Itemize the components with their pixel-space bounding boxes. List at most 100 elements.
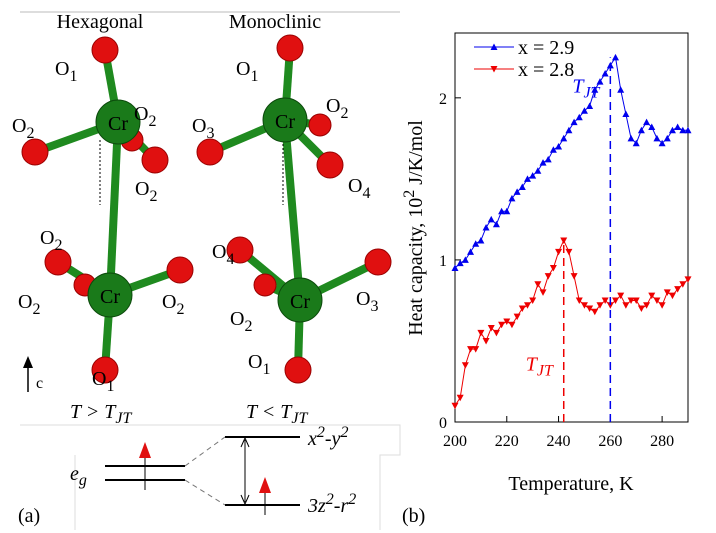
y-tick-label: 1 [439, 253, 447, 270]
oxygen-atoms [21, 34, 392, 384]
frame [20, 424, 401, 530]
oxygen-label: O1 [92, 368, 114, 395]
panel-label: (b) [402, 505, 425, 527]
data-point [586, 305, 594, 313]
data-point [529, 172, 537, 179]
condition: T > TJT [70, 401, 132, 427]
oxygen-label: O4 [212, 241, 234, 268]
oxygen-label: O2 [230, 308, 252, 335]
data-point [627, 297, 635, 304]
data-point [679, 126, 687, 134]
data-point [508, 321, 516, 329]
data-point [560, 237, 568, 244]
level-label: 3z2-r2 [307, 491, 356, 517]
data-point [534, 281, 542, 288]
data-point [658, 139, 666, 147]
data-point [498, 207, 506, 215]
y-tick-label: 2 [439, 91, 447, 108]
data-point [601, 70, 609, 77]
transition-label: TJT [572, 75, 600, 101]
data-point [539, 289, 547, 296]
data-point [544, 273, 552, 280]
data-point [523, 302, 531, 309]
data-point [549, 265, 557, 272]
data-point [622, 302, 630, 309]
data-point [529, 297, 537, 304]
data-point [451, 402, 459, 410]
data-point [617, 86, 625, 93]
data-point [570, 273, 578, 280]
spin-arrows [139, 442, 271, 515]
data-point [565, 126, 573, 134]
panel-label: (a) [18, 505, 40, 527]
data-point [658, 302, 666, 309]
data-point [596, 302, 604, 309]
legend-label: x = 2.8 [518, 59, 574, 81]
data-point [648, 123, 656, 131]
data-point [565, 248, 573, 256]
data-point [606, 302, 614, 309]
oxygen-label: O2 [40, 227, 62, 254]
oxygen-label: O1 [236, 58, 258, 85]
data-point [668, 292, 676, 300]
data-point [472, 240, 480, 247]
data-point [627, 134, 635, 142]
data-point [456, 394, 464, 402]
data-point [591, 86, 599, 93]
structure-panel: Hexagonal Monoclinic Cr Cr Cr Cr O1 O2 O2 O… [12, 11, 401, 530]
data-point [503, 318, 511, 326]
level-label: eg [70, 463, 87, 489]
arrow-head [23, 356, 33, 368]
data-point [539, 159, 547, 166]
data-point [487, 215, 495, 223]
data-point [518, 183, 526, 190]
data-point [555, 142, 563, 150]
data-point [456, 259, 464, 267]
data-point [684, 126, 692, 134]
data-point [632, 139, 640, 147]
data-point [679, 281, 687, 288]
data-point [596, 78, 604, 85]
data-point [643, 118, 651, 126]
data-point [643, 302, 651, 309]
data-point [653, 134, 661, 142]
x-tick-label: 280 [650, 433, 674, 450]
data-point [622, 110, 630, 118]
oxygen-label: O1 [55, 58, 77, 85]
data-point [612, 297, 620, 304]
legend-label: x = 2.9 [518, 37, 574, 59]
data-point [555, 248, 563, 256]
data-point [508, 194, 516, 202]
series-line [454, 239, 689, 407]
oxygen-label: O1 [248, 351, 270, 378]
data-point [637, 305, 645, 313]
phase-title: Hexagonal [57, 11, 144, 33]
data-point [601, 297, 609, 304]
cr-atoms [87, 97, 323, 323]
data-point [668, 126, 676, 134]
y-axis-label: Heat capacity, 102 J/K/mol [401, 120, 427, 336]
data-point [492, 329, 500, 337]
data-point [518, 305, 526, 313]
x-axis-label: Temperature, K [508, 473, 634, 495]
oxygen-label: O2 [12, 115, 34, 142]
energy-levels [105, 436, 300, 506]
data-point [467, 346, 475, 353]
transition-label: TJT [526, 353, 554, 379]
data-point [549, 146, 557, 153]
atom-label: Cr [275, 111, 295, 133]
oxygen-label: O2 [134, 103, 156, 130]
data-point [477, 236, 485, 244]
level-label: x2-y2 [307, 424, 348, 450]
data-point [467, 248, 475, 255]
data-point [674, 286, 682, 293]
atom-label: Cr [100, 286, 120, 308]
data-point [513, 188, 521, 195]
data-point [663, 289, 671, 296]
x-tick-label: 200 [443, 433, 467, 450]
data-point [560, 134, 568, 142]
data-point [586, 102, 594, 109]
oxygen-label: O2 [18, 291, 40, 318]
oxygen-label: O4 [348, 175, 370, 202]
x-tick-label: 260 [598, 433, 622, 450]
